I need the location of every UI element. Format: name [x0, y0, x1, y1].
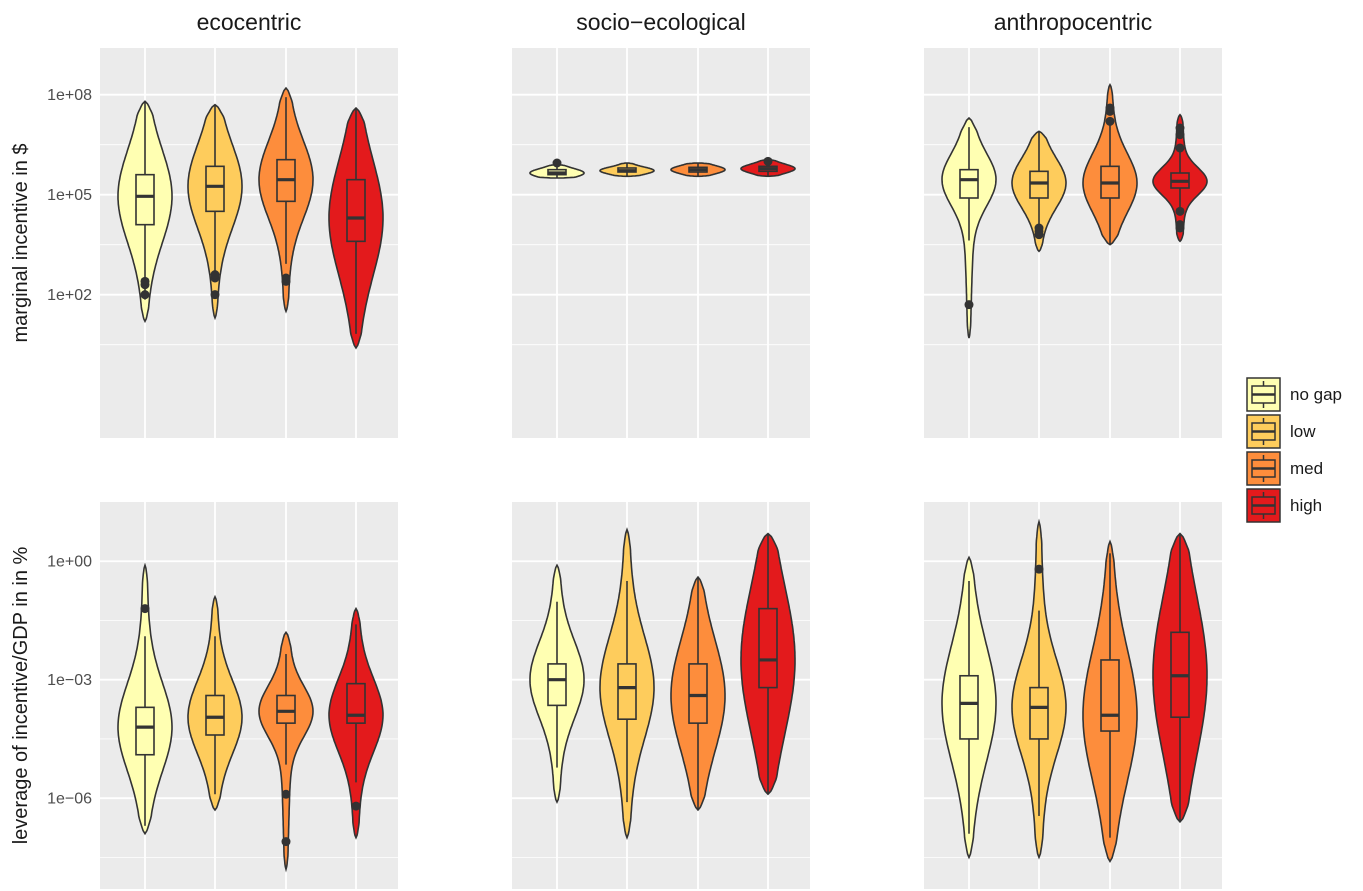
box	[276, 694, 296, 724]
violin-group-no-gap	[941, 555, 997, 860]
outlier-point	[281, 837, 291, 847]
violin-group-low	[599, 527, 655, 840]
legend: no gap low med high	[1246, 377, 1342, 523]
facet-title-socio-ecological: socio−ecological	[576, 9, 745, 35]
box	[688, 663, 708, 724]
outlier-point	[1175, 206, 1185, 216]
violin-group-low	[187, 594, 243, 812]
violin-group-low	[187, 103, 243, 321]
y-tick-label: 1e+00	[47, 554, 92, 571]
legend-item-high: high	[1246, 488, 1322, 523]
violin-group-low	[1011, 518, 1067, 860]
outlier-point	[140, 604, 150, 614]
panel-0-ecocentric	[100, 48, 398, 438]
outlier-point	[210, 270, 220, 280]
y-tick-label: 1e+08	[47, 87, 92, 104]
y-tick-label: 1e+02	[47, 287, 92, 304]
panel-0-anthropocentric	[924, 48, 1222, 438]
outlier-point	[210, 290, 220, 300]
legend-label: low	[1290, 422, 1316, 441]
panel-1-socio-ecological	[512, 502, 810, 889]
outlier-point	[281, 273, 291, 283]
box	[758, 607, 778, 689]
outlier-point	[964, 300, 974, 310]
outlier-point	[1034, 564, 1044, 574]
violin-group-no-gap	[529, 158, 585, 179]
violin-group-high	[328, 106, 384, 350]
violin-group-high	[740, 156, 796, 178]
box	[1029, 686, 1049, 740]
legend-label: med	[1290, 459, 1323, 478]
box	[1100, 659, 1120, 732]
facet-title-anthropocentric: anthropocentric	[994, 9, 1153, 35]
violin-group-no-gap	[941, 116, 997, 339]
y-axis-title: marginal incentive in $	[10, 144, 32, 343]
legend-item-low: low	[1246, 414, 1316, 449]
legend-item-no-gap: no gap	[1246, 377, 1342, 412]
outlier-point	[552, 158, 562, 168]
legend-label: high	[1290, 496, 1322, 515]
legend-item-med: med	[1246, 451, 1323, 486]
violin-group-no-gap	[117, 100, 173, 324]
violin-group-low	[1011, 130, 1067, 253]
violin-group-med	[258, 630, 314, 873]
violin-group-high	[1152, 532, 1208, 824]
outlier-point	[1034, 223, 1044, 233]
box	[547, 663, 567, 707]
outlier-point	[1175, 220, 1185, 230]
violin-group-high	[740, 532, 796, 796]
facet-title-ecocentric: ecocentric	[197, 9, 302, 35]
box	[135, 173, 155, 226]
box	[617, 663, 637, 720]
violin-group-high	[1152, 113, 1208, 243]
legend-label: no gap	[1290, 385, 1342, 404]
panel-0-socio-ecological	[512, 48, 810, 438]
outlier-point	[1105, 116, 1115, 126]
panel-1-anthropocentric	[924, 502, 1222, 889]
violin-group-med	[670, 162, 726, 178]
violin-group-high	[328, 606, 384, 840]
outlier-point	[281, 789, 291, 799]
box	[346, 682, 366, 724]
outlier-point	[1175, 130, 1185, 140]
box	[346, 178, 366, 243]
violin-group-med	[1082, 82, 1138, 246]
box	[205, 694, 225, 736]
outlier-point	[351, 801, 361, 811]
violin-group-no-gap	[529, 563, 585, 805]
outlier-point	[1175, 123, 1185, 133]
box	[1029, 170, 1049, 199]
box	[135, 706, 155, 756]
panel-background	[512, 48, 810, 438]
outlier-point	[140, 290, 150, 300]
box	[205, 165, 225, 213]
box	[959, 168, 979, 199]
y-tick-label: 1e−03	[47, 672, 92, 689]
outlier-point	[140, 276, 150, 286]
outlier-point	[1175, 143, 1185, 153]
box	[959, 674, 979, 740]
violin-group-med	[1082, 539, 1138, 863]
y-axis-title: leverage of incentive/GDP in in %	[10, 547, 32, 845]
violin-group-med	[258, 86, 314, 314]
outlier-point	[763, 156, 773, 166]
violin-group-no-gap	[117, 562, 173, 836]
y-tick-label: 1e−06	[47, 791, 92, 808]
violin-group-low	[599, 162, 655, 178]
violin-group-med	[670, 575, 726, 812]
panel-1-ecocentric	[100, 502, 398, 889]
outlier-point	[1105, 103, 1115, 113]
y-tick-label: 1e+05	[47, 187, 92, 204]
